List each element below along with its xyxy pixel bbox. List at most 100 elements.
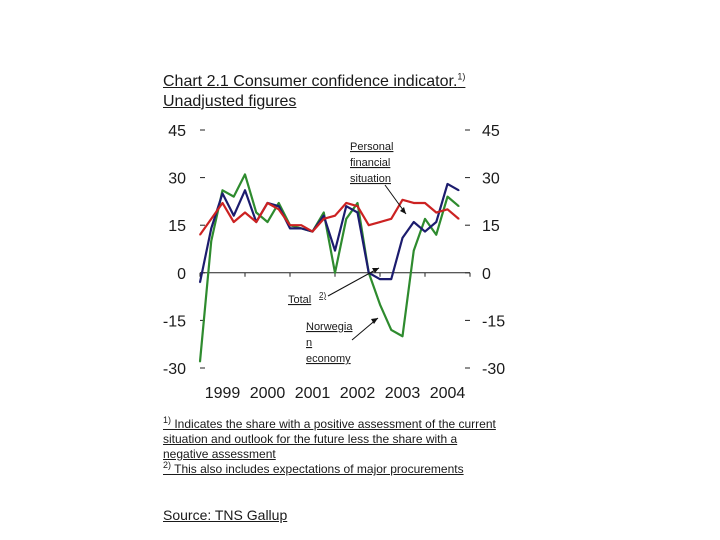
y-tick-label-right: 15	[482, 218, 500, 235]
data-point-norwegian	[424, 218, 426, 220]
data-point-norwegian	[345, 218, 348, 220]
data-point-total	[300, 227, 303, 230]
annotation-personal-financial-situation: situation	[350, 173, 391, 185]
y-tick-label-right: 30	[482, 171, 500, 188]
y-tick-label-left: 45	[168, 123, 186, 140]
chart-title: Chart 2.1 Consumer confidence indicator.…	[163, 71, 466, 110]
x-tick-label: 2002	[340, 385, 376, 402]
data-point-total	[232, 214, 235, 217]
data-point-norwegian	[435, 233, 438, 236]
data-point-personal	[277, 208, 280, 211]
data-point-personal	[435, 211, 438, 214]
data-point-total	[345, 205, 348, 207]
annotation-arrowhead-total	[372, 268, 379, 273]
y-tick-label-left: -30	[163, 361, 186, 378]
data-point-personal	[221, 202, 224, 204]
data-point-personal	[210, 218, 213, 220]
data-point-personal	[266, 202, 269, 204]
data-point-total	[322, 214, 325, 217]
data-point-personal	[390, 218, 393, 220]
y-tick-label-left: -15	[163, 313, 186, 330]
footnotes: 1) Indicates the share with a positive a…	[163, 415, 503, 477]
y-tick-label-right: -15	[482, 313, 505, 330]
data-point-total	[334, 249, 336, 252]
data-point-total	[379, 278, 381, 280]
data-point-personal	[345, 202, 348, 204]
x-tick-label: 2004	[430, 385, 466, 402]
data-point-norwegian	[210, 240, 213, 242]
data-point-norwegian	[401, 335, 404, 338]
annotation-norwegian-economy: economy	[306, 353, 351, 365]
annotation-norwegian-economy: n	[306, 337, 312, 349]
data-point-norwegian	[221, 189, 224, 192]
y-tick-label-right: 45	[482, 123, 500, 140]
data-point-total	[210, 227, 213, 230]
data-point-personal	[322, 218, 325, 220]
data-point-norwegian	[446, 195, 449, 198]
annotation-arrowhead-personal	[400, 207, 406, 214]
data-point-personal	[457, 218, 460, 220]
y-tick-label-right: -30	[482, 361, 505, 378]
annotation-total-sup: 2)	[319, 291, 326, 300]
y-tick-label-left: 15	[168, 218, 186, 235]
data-point-norwegian	[266, 221, 269, 223]
data-point-norwegian	[334, 272, 336, 274]
data-point-total	[199, 281, 201, 284]
data-point-norwegian	[244, 173, 246, 176]
footnote-1: 1) Indicates the share with a positive a…	[163, 415, 496, 462]
data-point-norwegian	[199, 360, 201, 363]
data-point-total	[356, 211, 359, 214]
series-line-total	[198, 182, 460, 283]
data-point-personal	[424, 202, 426, 204]
annotation-norwegian-economy: Norwegia	[306, 321, 353, 333]
data-point-personal	[255, 221, 258, 223]
data-point-personal	[334, 214, 336, 217]
annotation-arrowhead-norwegian	[371, 318, 378, 324]
x-tick-label: 1999	[205, 385, 241, 402]
annotation-personal-financial-situation: Personal	[350, 141, 393, 153]
data-point-personal	[300, 224, 303, 226]
y-tick-label-left: 30	[168, 171, 186, 188]
data-point-norwegian	[322, 211, 325, 214]
data-point-norwegian	[379, 303, 381, 306]
annotation-personal-financial-situation: financial	[350, 157, 390, 169]
data-point-personal	[412, 202, 415, 204]
x-tick-label: 2001	[295, 385, 331, 402]
annotation-arrow-total	[327, 267, 380, 297]
data-point-norwegian	[390, 329, 393, 331]
y-tick-label-right: 0	[482, 266, 491, 283]
data-point-personal	[289, 224, 291, 226]
data-point-personal	[356, 205, 359, 207]
data-point-total	[221, 192, 224, 195]
data-point-total	[424, 230, 426, 233]
annotation-total: Total	[288, 294, 311, 306]
data-point-personal	[232, 221, 235, 223]
source-note: Source: TNS Gallup	[163, 507, 288, 523]
data-point-total	[412, 221, 415, 223]
data-point-personal	[311, 230, 314, 233]
data-point-norwegian	[457, 205, 460, 207]
data-point-norwegian	[232, 195, 235, 198]
data-point-personal	[446, 208, 449, 211]
data-point-total	[277, 205, 280, 207]
data-point-personal	[367, 224, 370, 226]
data-point-total	[289, 227, 291, 230]
data-point-norwegian	[255, 211, 258, 214]
x-tick-label: 2003	[385, 385, 421, 402]
data-point-norwegian	[356, 202, 359, 204]
data-point-total	[401, 237, 404, 239]
data-point-personal	[244, 211, 246, 214]
series-line-norwegian	[198, 173, 460, 362]
data-point-total	[390, 278, 393, 280]
data-point-total	[435, 221, 438, 223]
data-point-norwegian	[277, 202, 280, 204]
x-tick-label: 2000	[250, 385, 286, 402]
data-point-personal	[401, 199, 404, 201]
data-point-total	[446, 183, 449, 185]
data-point-total	[457, 189, 460, 192]
y-tick-label-left: 0	[177, 266, 186, 283]
data-point-personal	[199, 233, 201, 236]
data-point-personal	[379, 221, 381, 223]
data-point-total	[244, 189, 246, 192]
